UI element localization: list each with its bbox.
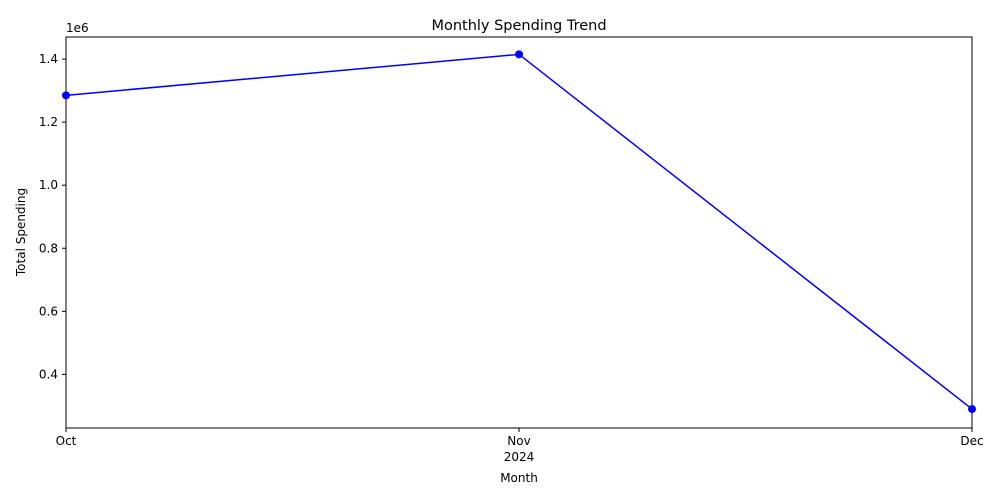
data-point: [968, 405, 976, 414]
y-offset-label: 1e6: [66, 21, 89, 35]
x-year-label: 2024: [504, 450, 535, 464]
y-tick-label: 0.4: [39, 367, 58, 381]
chart-title: Monthly Spending Trend: [431, 18, 606, 34]
x-tick-label: Dec: [960, 434, 983, 448]
series-line: [65, 53, 973, 410]
y-axis: 0.4 0.6 0.8 1.0 1.2 1.4: [39, 52, 66, 381]
x-tick-label: Oct: [56, 434, 77, 448]
data-point: [62, 91, 70, 100]
y-tick-label: 1.0: [39, 178, 58, 192]
data-point: [515, 50, 523, 59]
y-tick-label: 0.8: [39, 241, 58, 255]
series-group: [62, 50, 976, 414]
y-tick-label: 0.6: [39, 304, 58, 318]
plot-frame: [65, 36, 973, 429]
x-tick-label: Nov: [507, 434, 530, 448]
plot-area: [65, 36, 973, 429]
x-axis-title: Month: [500, 471, 538, 485]
y-tick-label: 1.2: [39, 115, 58, 129]
x-axis: Oct Nov Dec: [56, 428, 984, 448]
y-tick-label: 1.4: [39, 52, 58, 66]
y-axis-title: Total Spending: [14, 188, 28, 277]
